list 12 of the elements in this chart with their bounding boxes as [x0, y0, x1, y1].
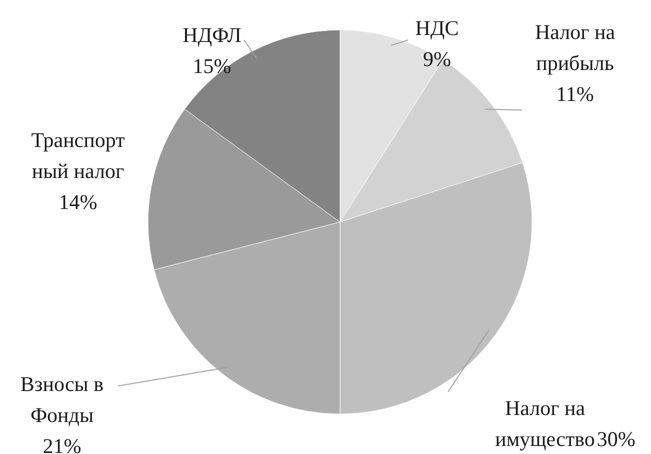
slice-label: Налог на имущество — [495, 396, 595, 451]
data-label: 14% — [58, 190, 98, 214]
slice-label: НДС — [415, 16, 459, 40]
data-label: 21% — [42, 434, 82, 454]
slice-label: НДФЛ — [182, 23, 242, 47]
slice-label: Транспорт ный налог — [31, 128, 125, 183]
slice-label: Налог на прибыль — [534, 20, 616, 75]
data-label: 9% — [423, 47, 451, 71]
data-label: 30% — [596, 427, 636, 451]
slice-label: Взносы в Фонды — [20, 372, 104, 427]
data-label: 11% — [556, 82, 594, 106]
data-label: 15% — [192, 54, 232, 78]
